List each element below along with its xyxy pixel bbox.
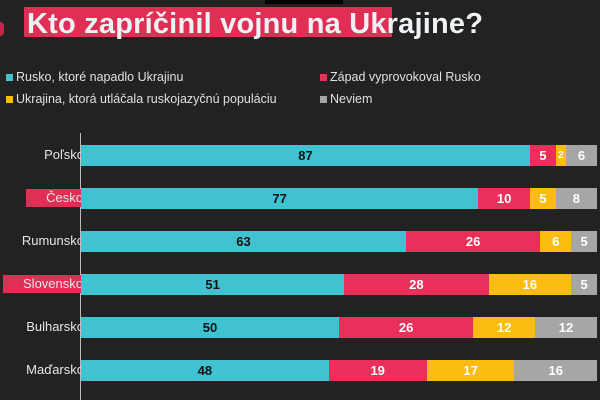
bar-segment: 63 xyxy=(81,230,407,252)
bar-segment: 2 xyxy=(555,144,567,166)
bar-segment: 26 xyxy=(406,230,541,252)
bar-segment: 5 xyxy=(571,273,597,295)
chart-title: Kto zapríčinil vojnu na Ukrajine? xyxy=(27,8,484,40)
bar-segment: 26 xyxy=(339,316,474,338)
data-label: 16 xyxy=(522,276,538,292)
legend-item: Západ vyprovokoval Rusko xyxy=(320,70,481,84)
bar-segment: 50 xyxy=(81,316,339,338)
legend-item: Rusko, ktoré napadlo Ukrajinu xyxy=(6,70,183,84)
bar-segment: 87 xyxy=(81,144,530,166)
data-label: 2 xyxy=(558,149,564,161)
data-label: 48 xyxy=(197,362,213,378)
data-label: 8 xyxy=(572,190,580,206)
legend-item: Ukrajina, ktorá utláčala ruskojazyčnú po… xyxy=(6,92,277,106)
data-label: 12 xyxy=(496,319,512,335)
bar-segment: 77 xyxy=(81,187,479,209)
data-label: 28 xyxy=(409,276,424,292)
bar-segment: 5 xyxy=(571,230,597,252)
bar-segment: 16 xyxy=(514,359,597,381)
data-label: 6 xyxy=(577,147,586,163)
category-label: Česko xyxy=(26,189,84,207)
left-decoration xyxy=(0,22,4,36)
bar-segment: 16 xyxy=(488,273,572,295)
data-label: 5 xyxy=(539,190,547,206)
bar-segment: 51 xyxy=(81,273,345,295)
data-label: 10 xyxy=(496,190,512,206)
bar-segment: 8 xyxy=(555,187,597,209)
legend-swatch xyxy=(6,73,13,81)
data-label: 5 xyxy=(539,147,547,163)
bar-segment: 5 xyxy=(529,144,556,166)
title-highlight xyxy=(24,7,392,37)
legend-swatch xyxy=(320,95,327,103)
bar-segment: 17 xyxy=(426,359,515,381)
data-label: 17 xyxy=(463,362,478,378)
bar-segment: 12 xyxy=(535,316,597,338)
bar-segment: 6 xyxy=(566,144,597,166)
data-label: 16 xyxy=(548,362,563,378)
category-label: Poľsko xyxy=(44,147,84,162)
data-label: 19 xyxy=(370,362,385,378)
legend-label: Rusko, ktoré napadlo Ukrajinu xyxy=(16,70,184,84)
category-axis xyxy=(80,133,81,400)
data-label: 5 xyxy=(580,233,588,249)
legend-label: Západ vyprovokoval Rusko xyxy=(330,70,481,84)
bar-segment: 19 xyxy=(328,359,427,381)
legend-label: Ukrajina, ktorá utláčala ruskojazyčnú po… xyxy=(16,92,277,106)
data-label: 63 xyxy=(236,233,251,249)
data-label: 5 xyxy=(580,276,588,292)
legend-item: Neviem xyxy=(320,92,372,106)
top-bar-decoration xyxy=(265,0,343,4)
bar-segment: 12 xyxy=(473,316,536,338)
data-label: 51 xyxy=(205,276,220,292)
data-label: 77 xyxy=(272,190,287,206)
legend-swatch xyxy=(6,95,13,103)
category-label: Rumunsko xyxy=(21,233,84,248)
data-label: 12 xyxy=(558,319,574,335)
legend-swatch xyxy=(320,73,327,81)
legend-label: Neviem xyxy=(330,92,373,106)
data-label: 6 xyxy=(552,233,560,249)
category-label: Slovensko xyxy=(3,275,84,293)
bar-segment: 28 xyxy=(344,273,489,295)
category-label: Bulharsko xyxy=(26,319,84,334)
bar-segment: 10 xyxy=(478,187,530,209)
data-label: 26 xyxy=(465,233,481,249)
bar-segment: 6 xyxy=(540,230,572,252)
data-label: 26 xyxy=(398,319,414,335)
data-label: 87 xyxy=(298,147,313,163)
bar-segment: 48 xyxy=(81,359,329,381)
category-label: Maďarsko xyxy=(26,362,84,377)
bar-segment: 5 xyxy=(529,187,556,209)
data-label: 50 xyxy=(202,319,218,335)
